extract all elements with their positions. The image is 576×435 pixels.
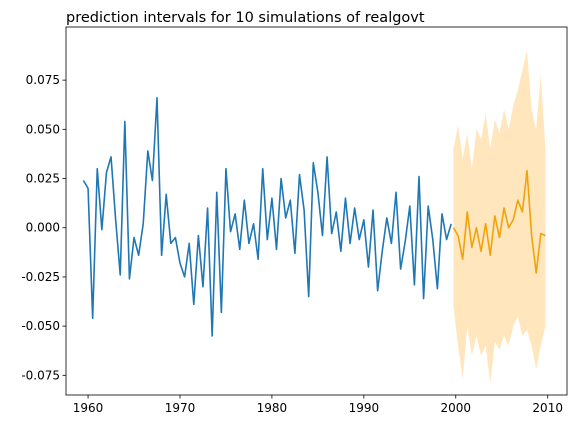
y-tick-label: 0.075 [26,73,60,87]
x-tick-label: 2000 [440,401,471,415]
plot-frame [65,26,568,396]
x-tick-label: 1980 [257,401,288,415]
y-tick-label: 0.025 [26,172,60,186]
x-tick-label: 1970 [165,401,196,415]
y-tick-label: 0.050 [26,122,60,136]
x-tick-label: 1960 [73,401,104,415]
series-line [82,97,452,337]
prediction-band [453,50,546,384]
x-tick-label: 1990 [349,401,380,415]
y-tick-label: -0.025 [21,270,60,284]
y-tick-label: 0.000 [26,221,60,235]
y-tick-label: -0.050 [21,319,60,333]
series-line [452,169,546,274]
y-tick-label: -0.075 [21,368,60,382]
x-tick-label: 2010 [532,401,563,415]
chart-title: prediction intervals for 10 simulations … [66,10,425,26]
